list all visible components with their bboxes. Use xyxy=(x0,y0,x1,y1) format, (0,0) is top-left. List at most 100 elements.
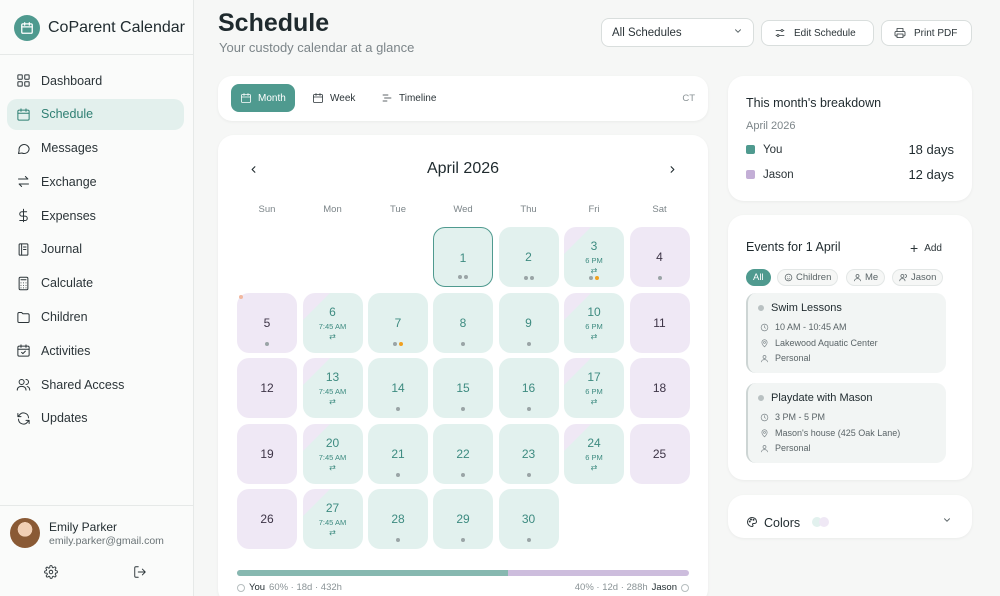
events-panel: Events for 1 April + Add All Children Me… xyxy=(728,215,972,480)
sidebar-item-dashboard[interactable]: Dashboard xyxy=(7,65,184,96)
calendar-day[interactable]: 23 xyxy=(498,423,559,484)
calendar-day[interactable]: 5 xyxy=(237,292,297,353)
sidebar-item-expenses[interactable]: Expenses xyxy=(7,200,184,231)
day-number: 7 xyxy=(394,315,402,330)
day-number: 23 xyxy=(521,446,536,461)
calendar-day[interactable]: 11 xyxy=(629,292,690,353)
sidebar-nav: Dashboard Schedule Messages Exchange Exp… xyxy=(7,65,184,437)
event-location-row: Mason's house (425 Oak Lane) xyxy=(760,428,900,438)
calendar-day[interactable]: 3 6 PM ⇄ xyxy=(564,227,624,287)
calendar-day[interactable]: 20 7:45 AM ⇄ xyxy=(302,423,363,484)
tab-timeline[interactable]: Timeline xyxy=(372,84,445,112)
edit-schedule-label: Edit Schedule xyxy=(794,27,856,39)
calendar-day[interactable]: 26 xyxy=(237,489,297,549)
calendar-day[interactable]: 18 xyxy=(629,358,690,418)
filter-all[interactable]: All xyxy=(746,269,771,286)
weekday-label: Thu xyxy=(520,204,537,215)
sidebar-item-calculate[interactable]: Calculate xyxy=(7,268,184,299)
sidebar-item-schedule[interactable]: Schedule xyxy=(7,98,184,130)
calendar-day[interactable]: 1 xyxy=(433,227,493,287)
marker-dot xyxy=(239,294,243,299)
brand[interactable]: CoParent Calendar xyxy=(14,15,185,41)
calendar-day[interactable]: 9 xyxy=(498,292,559,353)
calendar-day[interactable]: 12 xyxy=(237,358,297,418)
calendar-day[interactable]: 25 xyxy=(629,423,690,484)
weekday-label: Mon xyxy=(323,204,342,215)
app-title: CoParent Calendar xyxy=(48,19,185,36)
clock-icon xyxy=(760,413,769,421)
calendar-day[interactable]: 30 xyxy=(498,489,559,549)
filter-children[interactable]: Children xyxy=(777,269,839,286)
avatar[interactable] xyxy=(10,518,40,548)
exchange-time: 6 PM xyxy=(585,387,603,396)
schedule-select[interactable]: All Schedules xyxy=(601,18,754,47)
sidebar-item-label: Activities xyxy=(41,343,91,358)
divider xyxy=(0,54,194,55)
calculator-icon xyxy=(18,276,29,291)
exchange-icon: ⇄ xyxy=(590,331,598,341)
timezone-label: CT xyxy=(682,93,695,104)
calendar-day[interactable]: 4 xyxy=(629,227,690,287)
sidebar-item-label: Schedule xyxy=(41,107,94,122)
mint-swatch xyxy=(812,517,822,527)
event-dot xyxy=(461,407,465,411)
split-right-stats: 40% · 12d · 288h xyxy=(574,582,648,593)
next-month-icon[interactable] xyxy=(667,162,678,178)
logout-icon[interactable] xyxy=(133,565,147,579)
tab-month[interactable]: Month xyxy=(231,84,295,112)
sidebar-item-updates[interactable]: Updates xyxy=(7,403,184,434)
event-card[interactable]: Swim Lessons 10 AM - 10:45 AM Lakewood A… xyxy=(746,293,946,373)
profile-name: Emily Parker xyxy=(49,520,118,534)
sidebar-item-label: Messages xyxy=(41,141,98,156)
month-title: April 2026 xyxy=(426,160,500,177)
sliders-icon xyxy=(775,29,785,37)
calendar-day[interactable]: 21 xyxy=(368,423,428,484)
exchange-icon: ⇄ xyxy=(329,331,336,341)
edit-schedule-button[interactable]: Edit Schedule xyxy=(761,20,874,46)
calendar-day[interactable]: 15 xyxy=(433,358,493,418)
exchange-time: 7:45 AM xyxy=(318,321,347,331)
calendar-day[interactable]: 14 xyxy=(368,358,428,418)
filter-jason[interactable]: Jason xyxy=(892,269,944,286)
sidebar-item-activities[interactable]: Activities xyxy=(7,335,184,366)
exchange-time: 7:45 AM xyxy=(318,387,347,396)
calendar-day[interactable]: 17 6 PM ⇄ xyxy=(564,358,624,418)
calendar-day[interactable]: 10 6 PM ⇄ xyxy=(564,292,624,353)
event-dot xyxy=(461,341,465,346)
event-card[interactable]: Playdate with Mason 3 PM - 5 PM Mason's … xyxy=(746,383,946,463)
sidebar-item-exchange[interactable]: Exchange xyxy=(7,166,184,197)
calendar-day[interactable]: 24 6 PM ⇄ xyxy=(564,423,624,484)
sidebar-item-children[interactable]: Children xyxy=(7,302,184,333)
calendar-day[interactable]: 13 7:45 AM ⇄ xyxy=(302,358,363,418)
calendar-day[interactable]: 6 7:45 AM ⇄ xyxy=(302,292,363,353)
filter-me[interactable]: Me xyxy=(846,269,886,286)
calendar-day[interactable]: 29 xyxy=(433,489,493,549)
sidebar-item-journal[interactable]: Journal xyxy=(7,234,184,265)
calendar-day[interactable]: 8 xyxy=(433,292,493,353)
print-pdf-button[interactable]: Print PDF xyxy=(881,20,972,46)
calendar-day[interactable]: 19 xyxy=(237,423,297,484)
calendar-day[interactable]: 22 xyxy=(433,423,493,484)
event-dots xyxy=(499,538,559,542)
previous-month-icon[interactable] xyxy=(248,162,259,178)
filter-label: Children xyxy=(796,272,832,283)
settings-icon[interactable] xyxy=(44,565,58,579)
calendar-day[interactable]: 16 xyxy=(498,358,559,418)
colors-panel[interactable]: Colors xyxy=(728,495,972,538)
tab-week[interactable]: Week xyxy=(303,84,364,112)
calendar-day[interactable]: 28 xyxy=(368,489,428,549)
event-dot xyxy=(523,276,528,280)
calendar-day[interactable]: 27 7:45 AM ⇄ xyxy=(302,489,363,549)
lavender-swatch xyxy=(819,517,829,527)
calendar-day[interactable]: 2 xyxy=(498,227,559,287)
calendar-day[interactable]: 7 xyxy=(368,292,428,353)
page-title: Schedule xyxy=(218,9,330,37)
timeline-icon xyxy=(382,94,392,102)
sidebar-item-shared-access[interactable]: Shared Access xyxy=(7,369,184,400)
add-event-button[interactable]: + Add xyxy=(910,240,942,256)
tab-label: Timeline xyxy=(399,92,437,104)
sidebar-item-messages[interactable]: Messages xyxy=(7,133,184,164)
calendar-icon xyxy=(17,108,30,121)
event-dot xyxy=(464,275,468,279)
calendar-check-icon xyxy=(17,344,30,357)
